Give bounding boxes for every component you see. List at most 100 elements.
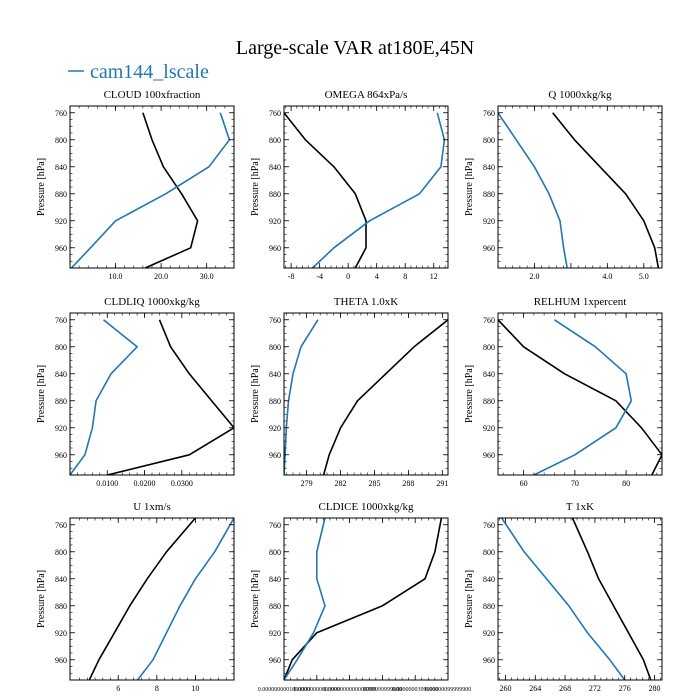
y-tick-label: 880 (269, 602, 281, 611)
y-axis-label: Pressure [hPa] (250, 158, 261, 216)
series-line-black (107, 319, 234, 475)
x-tick-label: 0.00000000003999 (294, 687, 341, 693)
x-tick-label: 264 (529, 684, 541, 693)
x-tick-label: 282 (335, 479, 347, 488)
plot-frame (283, 517, 449, 681)
y-tick-label: 760 (269, 316, 281, 325)
panel-title: CLDLIQ 1000xkg/kg (104, 296, 200, 308)
panel-title: Q 1000xkg/kg (548, 89, 612, 101)
y-tick-label: 880 (55, 397, 67, 406)
series-line-black (571, 518, 652, 680)
y-tick-label: 840 (269, 163, 281, 172)
y-tick-label: 840 (483, 163, 495, 172)
series-line-black (142, 112, 199, 268)
panel-3: Q 1000xkg/kg Pressure [hPa] 760 800 840 880 92… (464, 89, 663, 281)
y-tick-label: 760 (55, 521, 67, 530)
panel-title: CLDICE 1000xkg/kg (318, 501, 414, 513)
y-tick-label: 840 (55, 163, 67, 172)
x-tick-label: 60 (520, 479, 528, 488)
x-tick-label: 268 (559, 684, 571, 693)
y-tick-label: 800 (55, 343, 67, 352)
y-tick-label: 800 (269, 136, 281, 145)
y-axis-label: Pressure [hPa] (250, 570, 261, 628)
panel-4: CLDLIQ 1000xkg/kg Pressure [hPa] 760 800 840… (36, 296, 235, 488)
y-tick-label: 840 (269, 370, 281, 379)
y-tick-label: 760 (269, 521, 281, 530)
figure-title: Large-scale VAR at180E,45N (236, 37, 474, 59)
y-tick-label: 840 (55, 575, 67, 584)
x-tick-label: -8 (288, 272, 295, 281)
y-tick-label: 800 (483, 136, 495, 145)
y-tick-label: 880 (269, 397, 281, 406)
y-tick-label: 960 (55, 244, 67, 253)
x-tick-label: 5.0 (639, 272, 649, 281)
series-line-blue (70, 319, 138, 475)
panel-8: CLDICE 1000xkg/kg Pressure [hPa] 760 800 840… (250, 501, 471, 693)
series-line-black (322, 319, 448, 475)
series-line-black (498, 319, 662, 475)
y-tick-label: 880 (483, 602, 495, 611)
y-tick-label: 920 (55, 217, 67, 226)
y-axis-label: Pressure [hPa] (36, 365, 47, 423)
series-line-blue (311, 112, 446, 268)
x-tick-label: 0.00000003999999 (392, 687, 439, 693)
panel-6: RELHUM 1xpercent Pressure [hPa] 760 800 840 8… (464, 296, 663, 488)
x-tick-label: 4.0 (602, 272, 612, 281)
series-line-black (88, 518, 197, 680)
x-tick-label: 80 (622, 479, 630, 488)
x-tick-label: 4 (375, 272, 379, 281)
series-line-black (552, 112, 660, 268)
series-line-blue (284, 518, 326, 680)
x-tick-label: 276 (619, 684, 631, 693)
y-tick-label: 760 (55, 109, 67, 118)
y-axis-label: Pressure [hPa] (250, 365, 261, 423)
panel-1: CLOUD 100xfraction Pressure [hPa] 760 800 84… (36, 89, 235, 281)
y-tick-label: 800 (55, 548, 67, 557)
panel-title: THETA 1.0xK (334, 296, 399, 308)
x-tick-label: -4 (316, 272, 323, 281)
x-tick-label: 0.0000000000000399 (323, 687, 376, 693)
y-axis-label: Pressure [hPa] (36, 570, 47, 628)
figure-legend: cam144_lscale (68, 61, 209, 83)
x-tick-label: 20.0 (154, 272, 168, 281)
series-line-black (284, 112, 367, 268)
panel-9: T 1xK Pressure [hPa] 760 800 840 880 920 960 260… (464, 501, 663, 693)
plot-frame (497, 105, 663, 269)
x-tick-label: 8 (155, 684, 159, 693)
y-tick-label: 880 (55, 602, 67, 611)
x-tick-label: 0.0100 (96, 479, 118, 488)
y-tick-label: 840 (269, 575, 281, 584)
panel-7: U 1xm/s Pressure [hPa] 760 800 840 880 920 960 6… (36, 501, 235, 693)
series-line-blue (284, 319, 319, 475)
panel-5: THETA 1.0xK Pressure [hPa] 760 800 840 880 920… (250, 296, 449, 488)
y-tick-label: 960 (55, 656, 67, 665)
x-tick-label: 2.0 (529, 272, 539, 281)
x-tick-label: 288 (402, 479, 414, 488)
y-axis-label: Pressure [hPa] (36, 158, 47, 216)
y-tick-label: 800 (55, 136, 67, 145)
y-tick-label: 960 (483, 451, 495, 460)
y-tick-label: 960 (55, 451, 67, 460)
y-tick-label: 960 (269, 244, 281, 253)
y-tick-label: 840 (55, 370, 67, 379)
series-line-blue (136, 518, 234, 680)
plot-frame (283, 312, 449, 476)
x-tick-label: 279 (301, 479, 313, 488)
y-tick-label: 760 (269, 109, 281, 118)
y-tick-label: 880 (55, 190, 67, 199)
series-line-blue (501, 518, 626, 680)
series-line-blue (498, 112, 568, 268)
y-tick-label: 800 (269, 548, 281, 557)
x-tick-label: 272 (589, 684, 601, 693)
panel-title: T 1xK (566, 501, 594, 513)
y-tick-label: 920 (269, 629, 281, 638)
y-tick-label: 800 (269, 343, 281, 352)
y-tick-label: 920 (269, 424, 281, 433)
y-tick-label: 920 (483, 629, 495, 638)
y-tick-label: 760 (483, 109, 495, 118)
x-tick-label: 260 (499, 684, 511, 693)
y-tick-label: 760 (483, 521, 495, 530)
x-tick-label: 12 (430, 272, 438, 281)
